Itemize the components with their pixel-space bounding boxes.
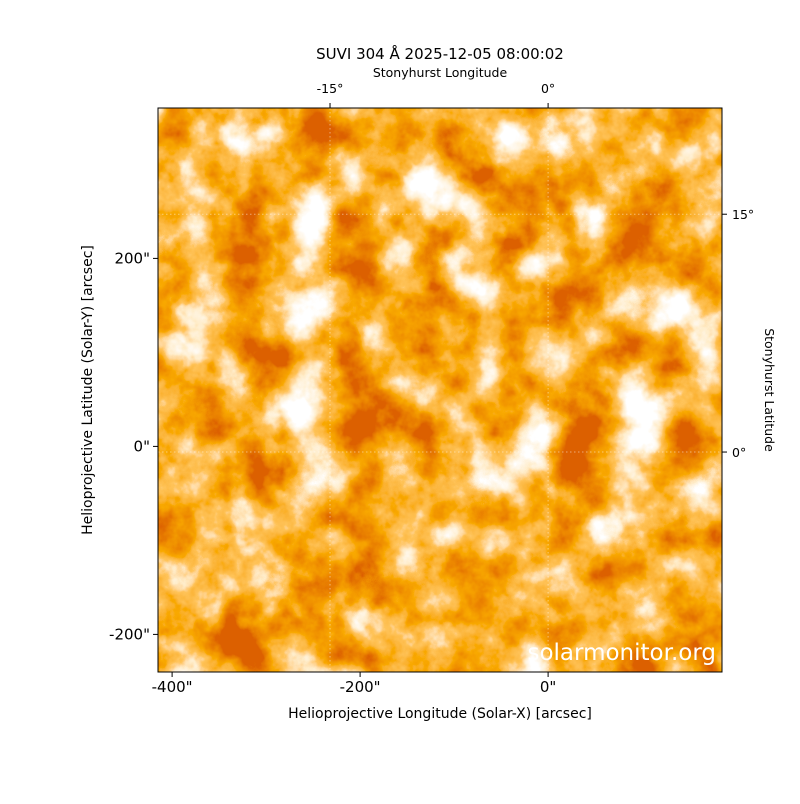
y-tick-label: 0" bbox=[134, 437, 150, 455]
x-tick-label: 0" bbox=[540, 678, 556, 696]
right-tick-label: 15° bbox=[732, 207, 754, 222]
watermark: solarmonitor.org bbox=[527, 640, 716, 666]
top-tick-label: 0° bbox=[541, 81, 555, 96]
top-axis-label: Stonyhurst Longitude bbox=[373, 65, 508, 80]
y-axis-label: Helioprojective Latitude (Solar-Y) [arcs… bbox=[80, 245, 96, 535]
y-tick-label: 200" bbox=[114, 249, 150, 267]
chart-title: SUVI 304 Å 2025-12-05 08:00:02 bbox=[316, 44, 564, 63]
x-axis-label: Helioprojective Longitude (Solar-X) [arc… bbox=[288, 706, 592, 722]
x-tick-label: -200" bbox=[340, 678, 381, 696]
y-tick-label: -200" bbox=[109, 625, 150, 643]
right-axis-label: Stonyhurst Latitude bbox=[762, 328, 777, 452]
right-tick-label: 0° bbox=[732, 445, 746, 460]
solar-image bbox=[158, 108, 722, 672]
top-tick-label: -15° bbox=[317, 81, 344, 96]
plot-frame bbox=[157, 107, 723, 673]
x-tick-label: -400" bbox=[152, 678, 193, 696]
